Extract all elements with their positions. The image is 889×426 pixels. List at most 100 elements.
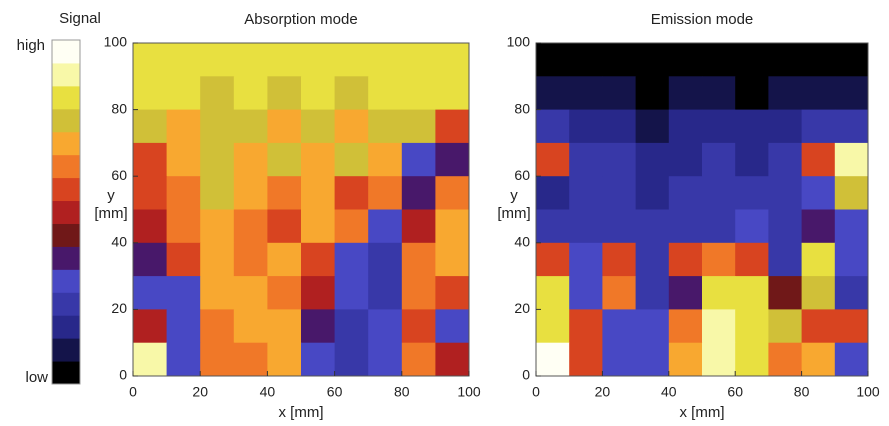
heatmap-cell xyxy=(368,342,403,377)
heatmap-cell xyxy=(801,176,836,210)
heatmap-cell xyxy=(435,43,470,77)
heatmap-cell xyxy=(635,242,670,277)
heatmap-cell xyxy=(768,242,803,277)
heatmap-cell xyxy=(801,209,836,244)
heatmap-cell xyxy=(735,76,769,111)
heatmap-cell xyxy=(301,76,336,111)
y-tick-label: 40 xyxy=(111,234,127,250)
heatmap-cell xyxy=(233,342,268,377)
heatmap-cell xyxy=(301,342,336,377)
heatmap-cell xyxy=(301,209,336,244)
heatmap-cell xyxy=(435,309,470,344)
heatmap-cell xyxy=(435,76,470,111)
heatmap-cell xyxy=(334,309,369,344)
heatmap-cell xyxy=(200,76,235,111)
heatmap-cell xyxy=(735,142,769,177)
heatmap-cell xyxy=(435,176,470,210)
heatmap-cell xyxy=(233,109,268,144)
heatmap-cell xyxy=(334,276,369,310)
heatmap-cell xyxy=(834,76,869,111)
y-tick-label: 60 xyxy=(514,167,530,183)
heatmap-cell xyxy=(166,76,201,111)
plot-frame xyxy=(535,42,869,377)
heatmap-cell xyxy=(401,342,436,377)
heatmap-cell xyxy=(368,309,403,344)
heatmap-cell xyxy=(768,43,803,77)
heatmap-cell xyxy=(435,342,470,377)
heatmap-cell xyxy=(569,209,603,244)
heatmap-cell xyxy=(801,109,836,144)
y-tick-label: 100 xyxy=(507,34,531,50)
heatmap-cell xyxy=(668,176,703,210)
heatmap-cell xyxy=(233,176,268,210)
heatmap-cell xyxy=(200,142,235,177)
heatmap-cell xyxy=(668,309,703,344)
y-tick-label: 0 xyxy=(522,367,530,383)
heatmap-cell xyxy=(735,43,769,77)
heatmap-cell xyxy=(166,109,201,144)
heatmap-cell xyxy=(166,242,201,277)
heatmap-cell xyxy=(536,342,570,377)
heatmap-cell xyxy=(133,76,168,111)
heatmap-cell xyxy=(702,176,736,210)
y-tick-label: 60 xyxy=(111,167,127,183)
heatmap-cell xyxy=(801,309,836,344)
heatmap-cell xyxy=(368,76,403,111)
heatmap-cell xyxy=(768,176,803,210)
heatmap-cell xyxy=(334,209,369,244)
y-tick-label: 0 xyxy=(119,367,127,383)
heatmap-cell xyxy=(834,276,869,310)
heatmap-cell xyxy=(166,276,201,310)
heatmap-cell xyxy=(200,176,235,210)
heatmap-cell xyxy=(801,342,836,377)
y-tick-label: 40 xyxy=(514,234,530,250)
heatmap-cell xyxy=(435,209,470,244)
heatmap-cell xyxy=(233,242,268,277)
heatmap-cell xyxy=(569,43,603,77)
heatmap-cell xyxy=(702,142,736,177)
colorbar-title: Signal xyxy=(59,10,101,27)
heatmap-cell xyxy=(401,209,436,244)
colorbar-swatch xyxy=(52,223,80,247)
heatmap-cell xyxy=(166,43,201,77)
heatmap-cell xyxy=(668,342,703,377)
heatmap-cell xyxy=(602,76,637,111)
heatmap-cell xyxy=(768,109,803,144)
heatmap-cell xyxy=(334,242,369,277)
heatmap-cell xyxy=(602,209,637,244)
heatmap-cell xyxy=(267,176,302,210)
y-tick-label: 20 xyxy=(111,300,127,316)
heatmap-cell xyxy=(602,309,637,344)
heatmap-cell xyxy=(301,276,336,310)
heatmap-cell xyxy=(735,342,769,377)
heatmap-cell xyxy=(735,109,769,144)
colorbar-swatch xyxy=(52,246,80,270)
heatmap-cell xyxy=(536,176,570,210)
heatmap-cell xyxy=(635,276,670,310)
x-tick-label: 80 xyxy=(794,384,810,400)
heatmap-cell xyxy=(133,142,168,177)
colorbar-high: high xyxy=(17,37,45,54)
heatmap-cell xyxy=(702,209,736,244)
colorbar-swatch xyxy=(52,62,80,87)
heatmap-cell xyxy=(401,109,436,144)
heatmap-cell xyxy=(668,242,703,277)
heatmap-cell xyxy=(635,176,670,210)
heatmap-cell xyxy=(133,342,168,377)
heatmap-cell xyxy=(301,309,336,344)
heatmap-cell xyxy=(536,142,570,177)
x-axis-label: x [mm] xyxy=(279,404,324,421)
heatmap-cell xyxy=(834,342,869,377)
heatmap-cell xyxy=(267,209,302,244)
chart-title: Absorption mode xyxy=(244,11,357,28)
heatmap-cell xyxy=(834,109,869,144)
heatmap-cell xyxy=(233,43,268,77)
heatmap-cell xyxy=(668,142,703,177)
heatmap-cell xyxy=(401,43,436,77)
y-tick-label: 100 xyxy=(104,34,128,50)
heatmap-cell xyxy=(635,43,670,77)
heatmap-cell xyxy=(635,342,670,377)
heatmap-cell xyxy=(435,142,470,177)
heatmap-cell xyxy=(368,276,403,310)
heatmap-cell xyxy=(435,276,470,310)
